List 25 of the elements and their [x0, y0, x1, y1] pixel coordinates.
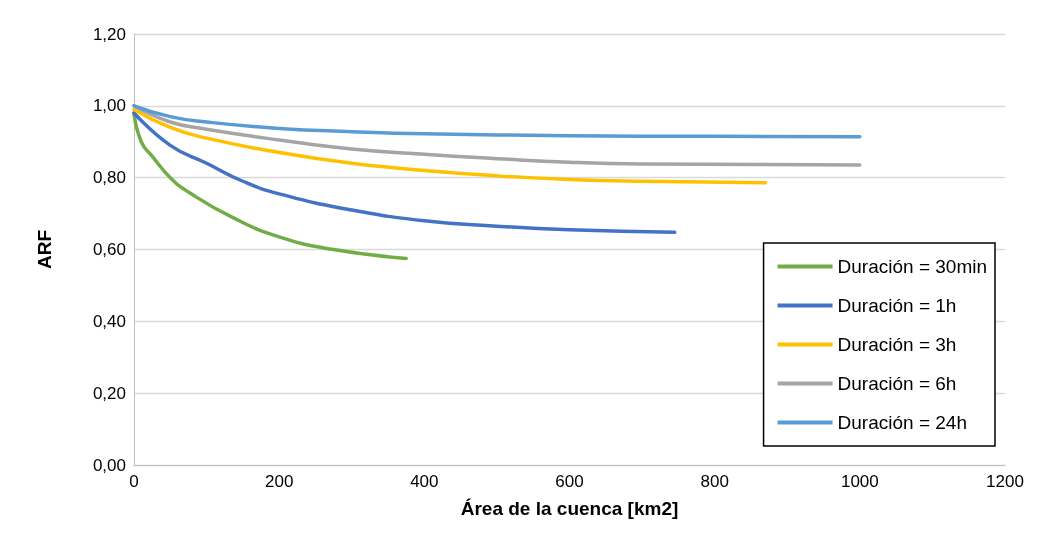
y-tick-label: 0,60 — [92, 240, 126, 259]
y-tick-label: 1,00 — [92, 96, 126, 116]
legend-label: Duración = 30min — [837, 256, 988, 277]
x-axis-title: Área de la cuenca [km2] — [460, 498, 679, 519]
x-tick-label: 400 — [410, 472, 439, 491]
y-axis-title: ARF — [34, 229, 55, 270]
y-tick-label: 0,00 — [92, 455, 126, 475]
y-tick-label: 0,40 — [92, 311, 126, 331]
x-tick-label: 600 — [555, 472, 584, 491]
legend-label: Duración = 1h — [837, 295, 957, 316]
x-tick-label: 800 — [700, 472, 729, 491]
line-series — [132, 111, 677, 235]
line-series — [132, 111, 408, 261]
legend-label: Duración = 24h — [837, 412, 967, 433]
legend-label: Duración = 6h — [837, 373, 957, 394]
x-tick-label: 1000 — [840, 472, 879, 491]
x-tick-label: 200 — [264, 472, 294, 491]
x-tick-label: 1200 — [986, 472, 1024, 491]
line-series — [132, 107, 768, 185]
line-series — [132, 104, 862, 139]
y-tick-label: 0,80 — [92, 168, 126, 188]
y-tick-label: 0,20 — [92, 383, 126, 403]
legend-label: Duración = 3h — [837, 334, 957, 355]
y-tick-label: 1,20 — [92, 24, 126, 44]
x-tick-label: 0 — [129, 472, 139, 491]
